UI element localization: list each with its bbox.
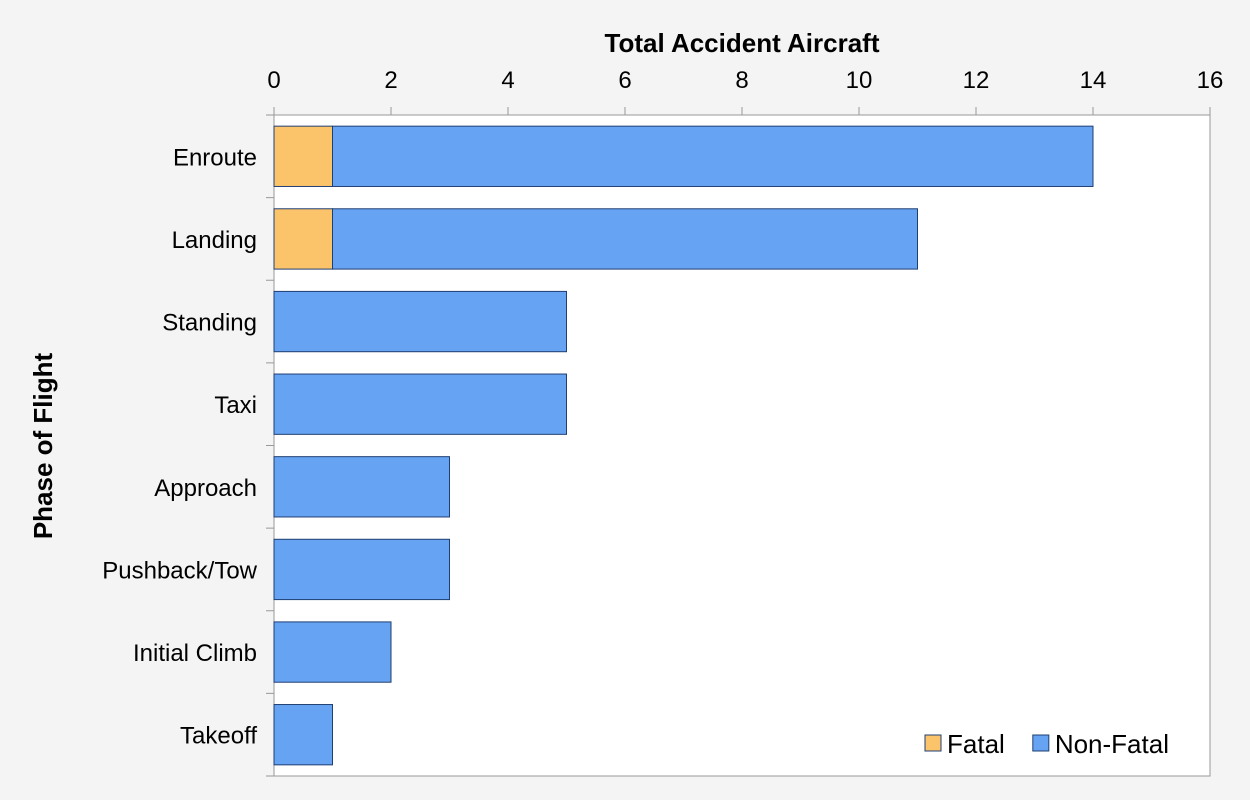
category-label: Standing: [162, 310, 257, 337]
x-tick-label: 0: [267, 67, 280, 94]
bar-non-fatal: [273, 456, 450, 518]
bars: [273, 125, 1094, 766]
bar-fatal: [273, 208, 333, 270]
bar-non-fatal: [273, 538, 450, 601]
category-label: Landing: [172, 227, 257, 254]
x-tick-label: 14: [1080, 67, 1107, 94]
x-ticks: 0 2 4 6 8 10 12 14 16: [266, 67, 1224, 777]
category-label: Enroute: [173, 144, 257, 171]
category-label: Taxi: [214, 392, 257, 419]
x-tick-label: 8: [735, 67, 748, 94]
category-label: Approach: [154, 475, 257, 502]
legend: Fatal Non-Fatal: [924, 729, 1169, 759]
legend-swatch: [1032, 734, 1050, 752]
y-axis-title: Phase of Flight: [28, 352, 58, 539]
legend-label: Non-Fatal: [1055, 729, 1169, 759]
category-label: Initial Climb: [133, 640, 257, 667]
category-label: Pushback/Tow: [102, 557, 257, 584]
category-labels: Enroute Landing Standing Taxi Approach Pushba…: [102, 144, 257, 749]
bar-non-fatal: [273, 290, 567, 353]
x-tick-label: 16: [1197, 67, 1224, 94]
x-tick-label: 6: [618, 67, 631, 94]
category-label: Takeoff: [180, 723, 257, 750]
bar-non-fatal: [332, 208, 918, 270]
bar-non-fatal: [273, 373, 567, 435]
x-tick-label: 4: [501, 67, 514, 94]
x-tick-label: 12: [963, 67, 990, 94]
bar-non-fatal: [273, 621, 392, 683]
legend-label: Fatal: [947, 729, 1005, 759]
bar-fatal: [273, 125, 333, 187]
bar-non-fatal: [332, 125, 1094, 187]
x-tick-label: 10: [846, 67, 873, 94]
legend-swatch: [924, 734, 942, 752]
x-axis-title: Total Accident Aircraft: [605, 28, 880, 58]
bar-non-fatal: [273, 704, 333, 766]
x-tick-label: 2: [384, 67, 397, 94]
